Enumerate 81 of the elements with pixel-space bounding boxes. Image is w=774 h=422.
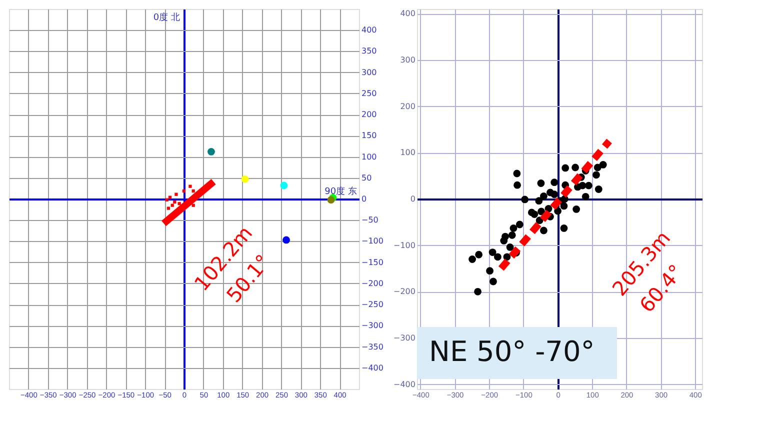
point xyxy=(468,256,476,263)
point xyxy=(537,180,545,187)
y-tick-label: 250 xyxy=(362,88,377,98)
point xyxy=(280,182,288,190)
point xyxy=(486,267,494,275)
y-tick-label: 0 xyxy=(410,194,416,204)
point xyxy=(594,186,602,193)
point xyxy=(516,220,524,228)
y-tick-label: 400 xyxy=(362,26,377,35)
point xyxy=(474,288,482,296)
point xyxy=(241,175,249,183)
point xyxy=(572,205,580,213)
point xyxy=(560,195,568,203)
y-tick-label: −50 xyxy=(362,216,378,225)
point xyxy=(550,178,558,186)
point xyxy=(168,196,172,199)
point xyxy=(550,190,558,198)
point xyxy=(192,204,195,207)
point xyxy=(535,197,543,205)
y-tick-label: 150 xyxy=(362,131,377,140)
y-tick-label: 0 xyxy=(362,194,367,204)
point xyxy=(540,226,548,234)
point xyxy=(554,207,562,215)
y-tick-label: −200 xyxy=(362,278,384,288)
y-tick-label: −350 xyxy=(362,342,384,352)
y-axis-title: 0度 北 xyxy=(153,12,180,23)
point xyxy=(521,196,529,204)
point xyxy=(327,196,335,204)
point xyxy=(282,236,290,244)
point xyxy=(599,161,607,168)
point xyxy=(208,148,215,156)
y-tick-label: −250 xyxy=(362,300,384,310)
point xyxy=(572,164,580,172)
y-tick-label: 200 xyxy=(400,102,416,111)
y-tick-label: −400 xyxy=(394,380,416,389)
point xyxy=(540,192,548,200)
point xyxy=(582,192,590,200)
y-tick-label: 100 xyxy=(362,152,377,162)
y-tick-label: −200 xyxy=(394,287,416,296)
annotation: NE 50° -70° xyxy=(429,335,595,368)
y-tick-label: −150 xyxy=(362,258,384,267)
y-tick-label: −100 xyxy=(362,236,384,246)
point xyxy=(506,243,514,251)
point xyxy=(503,253,511,261)
point xyxy=(514,181,521,189)
point xyxy=(188,184,192,188)
point xyxy=(490,278,497,286)
point xyxy=(562,164,570,172)
y-tick-label: −100 xyxy=(394,240,416,250)
point xyxy=(584,182,592,190)
point xyxy=(165,198,168,202)
y-tick-label: 100 xyxy=(400,148,416,158)
x-axis-title: 90度 东 xyxy=(324,186,357,197)
y-tick-label: −300 xyxy=(394,334,416,343)
point xyxy=(170,204,174,207)
point xyxy=(592,171,600,179)
point xyxy=(166,206,170,210)
point xyxy=(513,170,521,178)
point xyxy=(475,250,483,258)
point xyxy=(508,231,516,239)
y-tick-label: 50 xyxy=(362,173,372,182)
point xyxy=(500,237,508,244)
y-tick-label: 300 xyxy=(362,68,377,77)
point xyxy=(488,248,496,256)
point xyxy=(560,224,568,232)
point xyxy=(174,192,178,196)
point xyxy=(494,253,502,261)
point xyxy=(530,210,538,218)
point xyxy=(510,224,518,232)
point xyxy=(192,189,195,193)
point xyxy=(173,200,176,204)
y-tick-label: 200 xyxy=(362,110,377,120)
y-tick-label: −400 xyxy=(362,363,384,372)
y-tick-label: 400 xyxy=(400,9,416,18)
point xyxy=(182,189,186,193)
point xyxy=(560,202,568,210)
y-tick-label: 300 xyxy=(400,55,416,64)
point xyxy=(538,208,546,216)
point xyxy=(578,182,586,190)
y-tick-label: 350 xyxy=(362,46,377,56)
y-tick-label: −300 xyxy=(362,321,384,330)
